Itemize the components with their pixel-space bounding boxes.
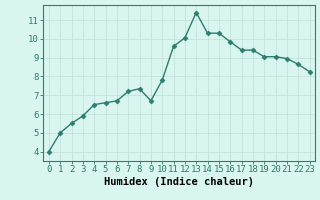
X-axis label: Humidex (Indice chaleur): Humidex (Indice chaleur) <box>104 177 254 187</box>
